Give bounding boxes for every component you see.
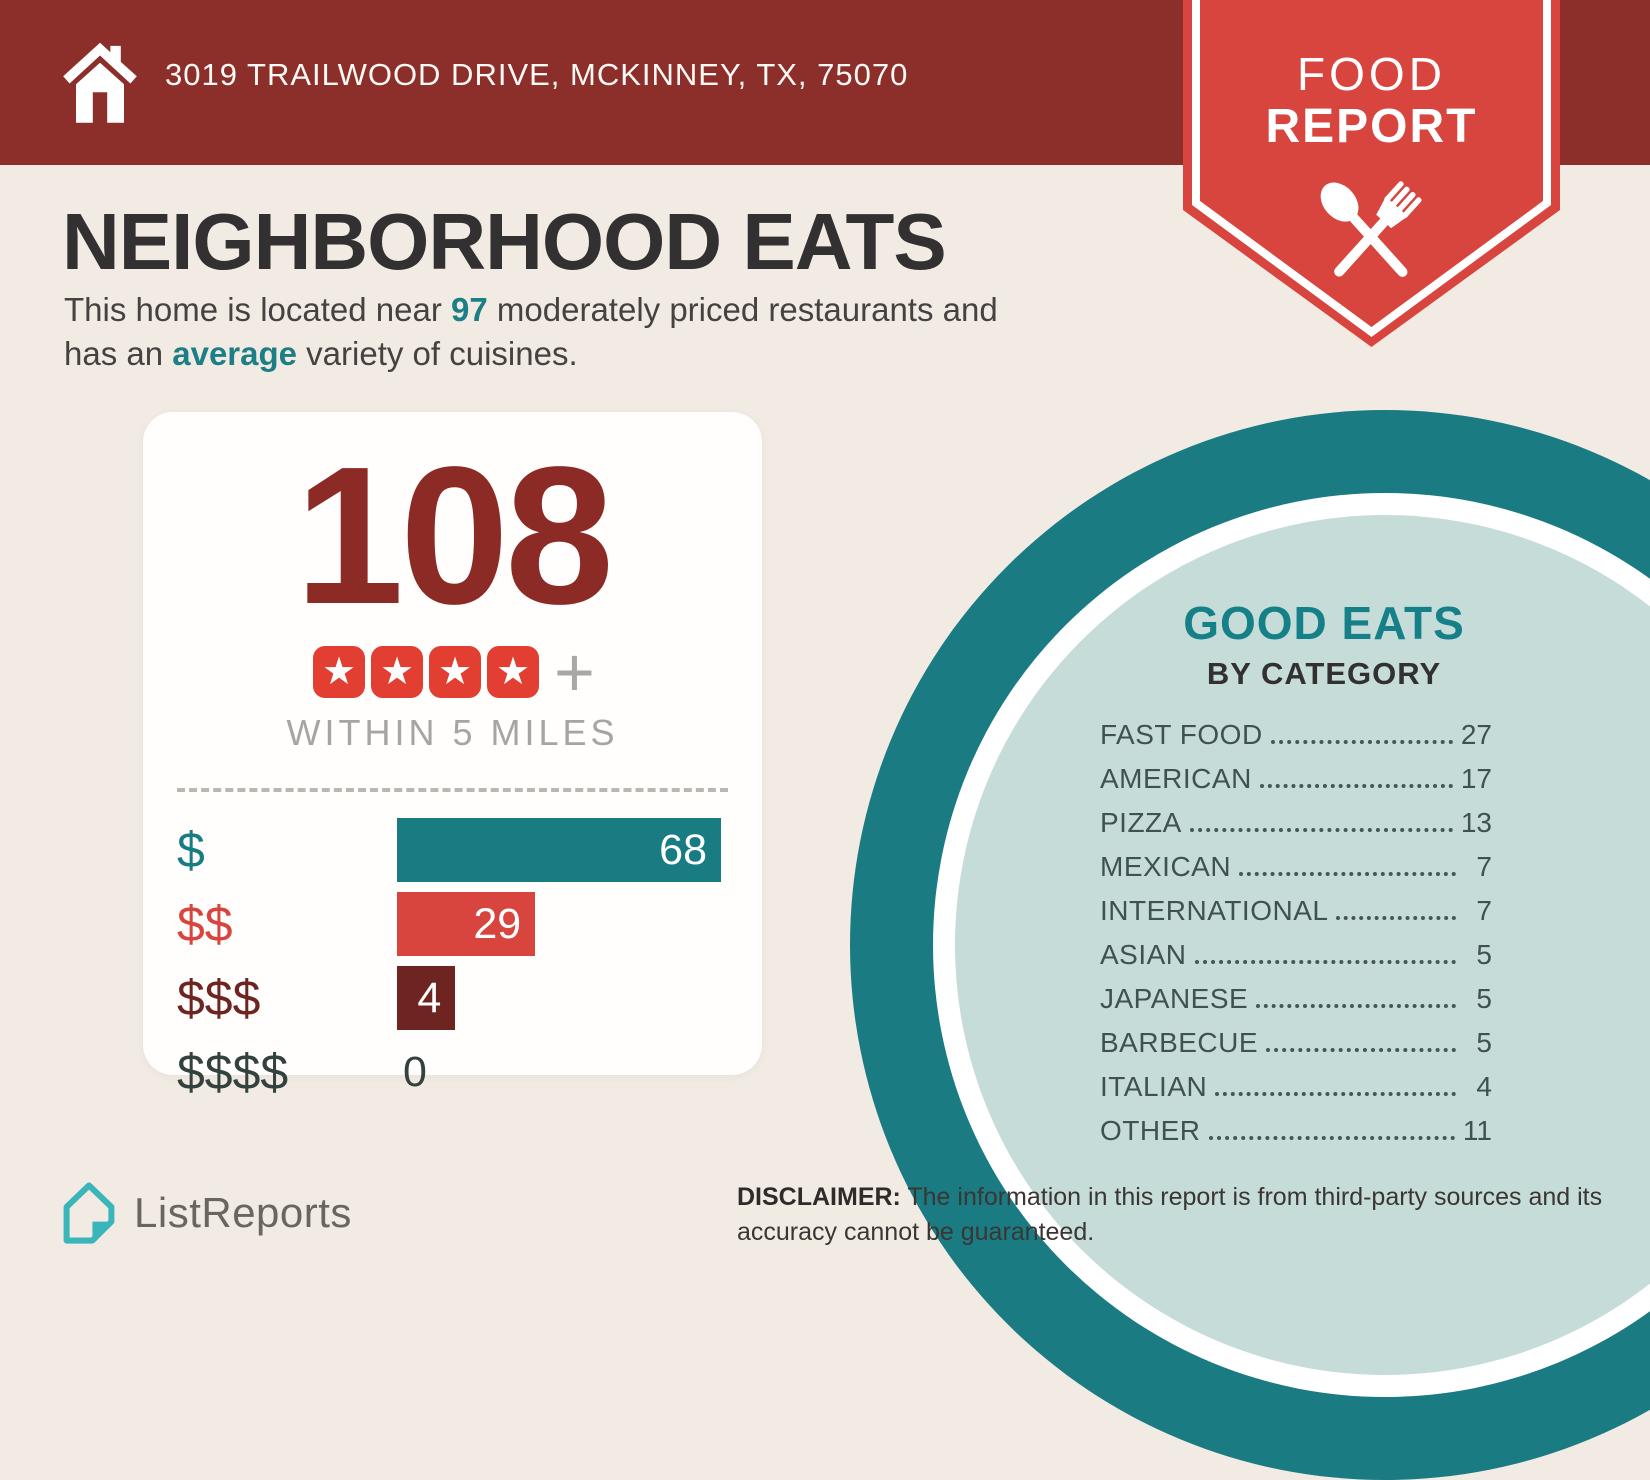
good-eats-circle-background: [955, 515, 1650, 1375]
category-count: 17: [1460, 763, 1492, 794]
good-eats-panel: GOOD EATS BY CATEGORY FAST FOOD 27 AMERICA…: [1100, 596, 1492, 1159]
category-row: FAST FOOD 27: [1100, 719, 1492, 763]
category-count: 5: [1476, 983, 1492, 1014]
category-count: 11: [1462, 1115, 1492, 1146]
star-icon: ★: [371, 646, 424, 698]
category-row: MEXICAN 7: [1100, 851, 1492, 895]
category-row: INTERNATIONAL 7: [1100, 895, 1492, 939]
category-label: ASIAN: [1100, 939, 1187, 970]
dot-leader: [1336, 916, 1456, 920]
price-level-label: $$: [177, 896, 233, 952]
category-row: PIZZA 13: [1100, 807, 1492, 851]
dot-leader: [1239, 872, 1456, 876]
category-label: INTERNATIONAL: [1100, 895, 1329, 926]
price-bar: 68: [397, 818, 721, 882]
good-eats-title: GOOD EATS: [1183, 597, 1465, 649]
good-eats-circle-ring: [850, 410, 1650, 1480]
card-divider: [177, 788, 728, 792]
dot-leader: [1270, 740, 1453, 744]
dot-leader: [1208, 1136, 1455, 1140]
category-count: 13: [1460, 807, 1492, 838]
category-count: 27: [1460, 719, 1492, 750]
intro-part3: has an: [64, 335, 173, 373]
category-label: OTHER: [1100, 1115, 1201, 1146]
category-label: FAST FOOD: [1100, 719, 1263, 750]
spoon-and-fork-icon: [1320, 181, 1422, 277]
price-bar: 0: [403, 1047, 427, 1096]
category-row: AMERICAN 17: [1100, 763, 1492, 807]
good-eats-circle-white-ring: [933, 493, 1650, 1397]
category-row: ITALIAN 4: [1100, 1071, 1492, 1115]
star-rating: ★ ★ ★ ★ +: [143, 633, 762, 711]
category-count: 5: [1476, 939, 1492, 970]
star-icon: ★: [429, 646, 482, 698]
price-level-chart: $ 68 $$ 29 $$$ 4 $$$$ 0: [177, 818, 728, 1104]
price-row-2: $$ 29: [177, 892, 728, 956]
category-row: ASIAN 5: [1100, 939, 1492, 983]
property-address: 3019 TRAILWOOD DRIVE, MCKINNEY, TX, 7507…: [165, 57, 909, 92]
category-row: JAPANESE 5: [1100, 983, 1492, 1027]
dot-leader: [1189, 828, 1453, 832]
price-row-4: $$$$ 0: [177, 1040, 728, 1104]
category-count: 4: [1476, 1071, 1492, 1102]
price-bar: 4: [397, 966, 456, 1030]
plus-icon: +: [554, 633, 595, 711]
disclaimer-line2: accuracy cannot be guaranteed.: [737, 1217, 1095, 1246]
total-restaurant-count: 108: [294, 426, 614, 645]
category-count: 7: [1476, 851, 1492, 882]
dot-leader: [1215, 1092, 1456, 1096]
listreports-logo-text: ListReports: [134, 1189, 352, 1236]
star-icon: ★: [313, 646, 366, 698]
price-level-label: $: [177, 822, 205, 878]
ribbon-line2: REPORT: [1265, 100, 1477, 153]
good-eats-subtitle: BY CATEGORY: [1206, 656, 1442, 691]
category-row: BARBECUE 5: [1100, 1027, 1492, 1071]
dot-leader: [1259, 784, 1453, 788]
dot-leader: [1194, 960, 1456, 964]
intro-part1: This home is located near: [64, 291, 452, 328]
price-bar: 29: [397, 892, 536, 956]
category-count: 5: [1476, 1027, 1492, 1058]
category-label: AMERICAN: [1100, 763, 1252, 794]
category-label: JAPANESE: [1100, 983, 1249, 1014]
category-count: 7: [1476, 895, 1492, 926]
category-list: FAST FOOD 27 AMERICAN 17 PIZZA 13 MEXICAN 7 INTE…: [1100, 719, 1492, 1159]
intro-text: This home is located near 97 moderately …: [64, 288, 1124, 376]
star-icon: ★: [487, 646, 540, 698]
price-level-label: $$$: [177, 970, 261, 1026]
food-report-ribbon: FOOD REPORT: [1183, 0, 1560, 347]
ribbon-line1: FOOD: [1297, 48, 1446, 100]
page-title: NEIGHBORHOOD EATS: [62, 197, 947, 286]
disclaimer: DISCLAIMER: The information in this repo…: [737, 1180, 1637, 1249]
restaurant-summary-card: 108 ★ ★ ★ ★ + WITHIN 5 MILES $ 68 $$ 29 $$$…: [143, 412, 762, 1100]
star-icons: ★ ★ ★ ★: [310, 646, 542, 698]
disclaimer-line1: The information in this report is from t…: [900, 1183, 1603, 1211]
disclaimer-label: DISCLAIMER:: [737, 1183, 901, 1211]
category-row: OTHER 11: [1100, 1115, 1492, 1159]
price-level-label: $$$$: [177, 1044, 289, 1100]
dot-leader: [1266, 1048, 1456, 1052]
listreports-logo: ListReports: [58, 1178, 352, 1248]
category-label: PIZZA: [1100, 807, 1182, 838]
intro-part2: moderately priced restaurants and: [487, 291, 998, 328]
listreports-logo-icon: [63, 1182, 115, 1244]
intro-part4: variety of cuisines.: [297, 335, 578, 373]
radius-label: WITHIN 5 MILES: [286, 712, 619, 753]
restaurant-count: 97: [451, 291, 488, 328]
category-label: BARBECUE: [1100, 1027, 1259, 1058]
home-icon: [63, 42, 137, 123]
variety-highlight: average: [172, 335, 298, 373]
category-label: MEXICAN: [1100, 851, 1232, 882]
dot-leader: [1256, 1004, 1456, 1008]
price-row-3: $$$ 4: [177, 966, 728, 1030]
price-row-1: $ 68: [177, 818, 728, 882]
category-label: ITALIAN: [1100, 1071, 1208, 1102]
